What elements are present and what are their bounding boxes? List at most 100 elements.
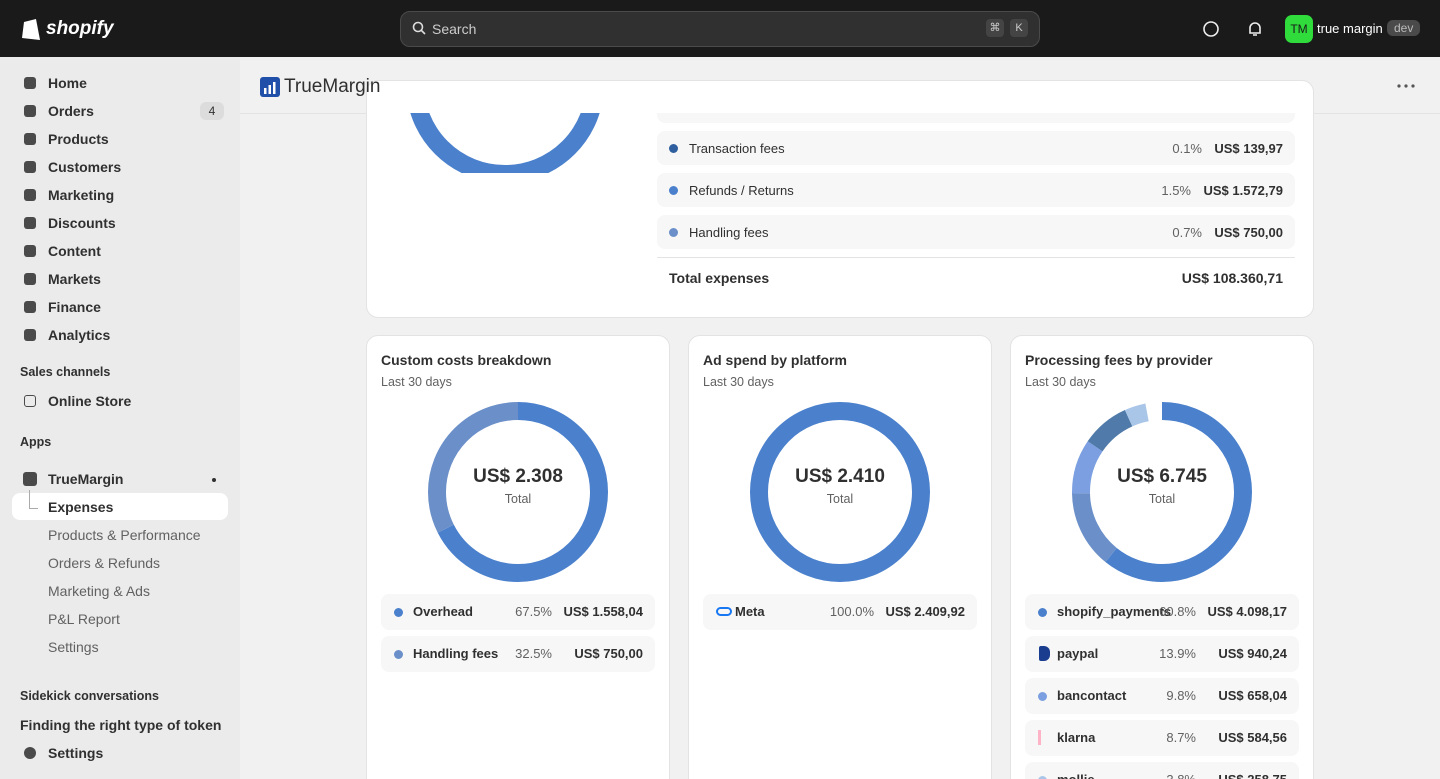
nav-item[interactable]: Home [48, 75, 87, 91]
item-share: 32.5% [515, 646, 552, 661]
nav-item[interactable]: Marketing [48, 187, 115, 203]
row-bg[interactable] [1025, 762, 1299, 779]
donut-chart [428, 402, 608, 582]
section-label[interactable]: Apps [20, 435, 52, 449]
nav-item[interactable]: Analytics [48, 327, 111, 343]
nav-item[interactable]: Orders [48, 103, 94, 119]
donut-segment [428, 402, 608, 582]
item-name: mollie [1057, 772, 1095, 779]
row-bg[interactable] [381, 594, 655, 630]
bell-icon[interactable] [1247, 20, 1263, 38]
sub-nav-item[interactable]: P&L Report [48, 611, 120, 627]
item-name: paypal [1057, 646, 1099, 661]
item-amount: US$ 258,75 [1218, 772, 1287, 779]
row-bg[interactable] [1025, 678, 1299, 714]
nav-item[interactable]: Products [48, 131, 109, 147]
legend-dot [1038, 692, 1047, 701]
nav-item[interactable]: Content [48, 243, 101, 259]
shortcut-key: K [1010, 19, 1028, 37]
item-amount: US$ 584,56 [1218, 730, 1287, 745]
donut-segment [1072, 402, 1252, 582]
row-bg [657, 173, 1295, 207]
item-name: shopify_payments [1057, 604, 1172, 619]
item-share: 8.7% [1166, 730, 1196, 745]
legend-dot [394, 608, 403, 617]
sub-nav-item[interactable]: Expenses [48, 499, 114, 515]
shortcut-key: ⌘ [986, 19, 1004, 37]
nav-icon [24, 189, 36, 201]
nav-icon [24, 105, 36, 117]
provider-icon [1038, 730, 1052, 745]
card-title: Processing fees by provider [1025, 352, 1213, 368]
item-amount: US$ 1.558,04 [563, 604, 643, 619]
item-name: bancontact [1057, 688, 1127, 703]
dev-badge: dev [1387, 20, 1421, 36]
sub-nav-item[interactable]: Orders & Refunds [48, 555, 161, 571]
donut-total: US$ 6.745 [1117, 466, 1207, 487]
row-share: 0.1% [1172, 141, 1202, 156]
nav-icon [24, 161, 36, 173]
row-bg [657, 215, 1295, 249]
avatar[interactable]: TM [1285, 15, 1313, 43]
donut-total-label: Total [826, 492, 854, 506]
nav-icon [24, 77, 36, 89]
sub-nav-item[interactable]: Marketing & Ads [48, 583, 150, 599]
more-menu[interactable] [1396, 82, 1416, 90]
item-amount: US$ 940,24 [1218, 646, 1287, 661]
section-label[interactable]: Sidekick conversations [20, 689, 159, 703]
row-bg [657, 131, 1295, 165]
sidekick-icon[interactable] [1202, 20, 1220, 38]
nav-icon [24, 217, 36, 229]
nav-icon [24, 395, 36, 407]
sub-nav-item[interactable]: Products & Performance [48, 527, 201, 543]
section-label[interactable]: Sales channels [20, 365, 111, 379]
nav-item[interactable]: Markets [48, 271, 101, 287]
item-share: 13.9% [1159, 646, 1196, 661]
nav-item[interactable]: Online Store [48, 393, 132, 409]
row-name: Handling fees [689, 225, 769, 240]
donut-chart [750, 402, 930, 582]
item-share: 67.5% [515, 604, 552, 619]
item-amount: US$ 4.098,17 [1207, 604, 1287, 619]
item-amount: US$ 658,04 [1218, 688, 1287, 703]
nav-item[interactable]: TrueMargin [48, 471, 124, 487]
item-amount: US$ 750,00 [574, 646, 643, 661]
nav-item[interactable]: Discounts [48, 215, 116, 231]
item-name: Handling fees [413, 646, 499, 661]
nav-badge: 4 [200, 102, 224, 120]
conversation[interactable]: Finding the right type of token [20, 717, 222, 733]
nav-icon [24, 747, 36, 759]
search-placeholder: Search [432, 21, 477, 37]
item-amount: US$ 2.409,92 [885, 604, 965, 619]
nav-item[interactable]: Finance [48, 299, 101, 315]
row-bg[interactable] [1025, 636, 1299, 672]
sidebar [0, 57, 240, 779]
row-bg[interactable] [1025, 594, 1299, 630]
card-subtitle: Last 30 days [703, 375, 774, 389]
item-share: 60.8% [1159, 604, 1196, 619]
donut-segment [1072, 402, 1252, 582]
shopify-logo [22, 19, 40, 40]
search-box[interactable] [400, 11, 1040, 47]
row-bg[interactable] [703, 594, 977, 630]
selected-nav-bg [12, 493, 228, 520]
nav-icon [23, 472, 37, 486]
legend-dot [394, 650, 403, 659]
card-subtitle: Last 30 days [1025, 375, 1096, 389]
legend-dot [669, 186, 678, 195]
nav-item[interactable]: Settings [48, 745, 104, 761]
donut-chart [1072, 402, 1252, 582]
item-share: 3.8% [1166, 772, 1196, 779]
donut-segment [750, 402, 930, 582]
nav-item[interactable]: Customers [48, 159, 122, 175]
row-share: 0.7% [1172, 225, 1202, 240]
row-amount: US$ 750,00 [1214, 225, 1283, 240]
row-bg[interactable] [1025, 720, 1299, 756]
row-share: 1.5% [1161, 183, 1191, 198]
unread-dot [212, 478, 216, 482]
app-title: TrueMargin [284, 76, 381, 97]
row-bg[interactable] [381, 636, 655, 672]
donut-total: US$ 2.308 [473, 466, 563, 487]
sub-nav-item[interactable]: Settings [48, 639, 99, 655]
tree-line [29, 490, 38, 509]
